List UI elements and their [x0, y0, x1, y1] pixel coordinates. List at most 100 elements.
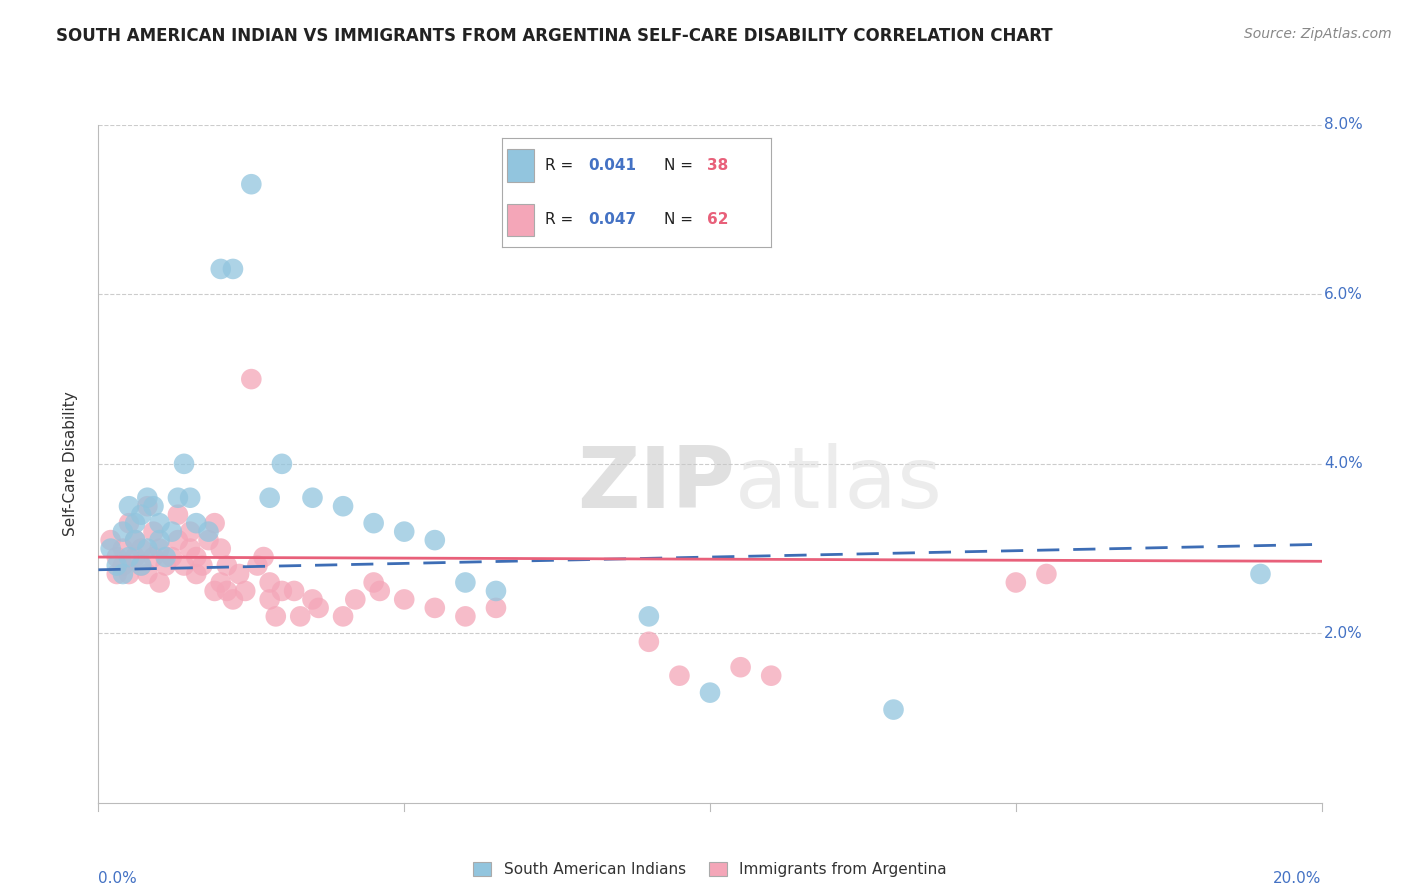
Point: [204, 583, 226, 598]
Point: [1035, 567, 1057, 582]
Point: [191, 558, 214, 573]
Text: 0.0%: 0.0%: [98, 871, 138, 886]
Point: [105, 558, 128, 573]
Point: [142, 500, 165, 514]
Point: [259, 575, 281, 590]
Text: 6.0%: 6.0%: [1324, 287, 1362, 301]
Point: [209, 262, 232, 277]
Point: [759, 669, 782, 683]
Point: [883, 703, 905, 717]
Legend: South American Indians, Immigrants from Argentina: South American Indians, Immigrants from …: [467, 856, 953, 883]
Point: [124, 533, 146, 547]
Point: [209, 575, 232, 590]
Point: [129, 541, 152, 556]
Point: [332, 609, 354, 624]
Point: [118, 516, 141, 530]
Point: [155, 549, 177, 565]
Point: [485, 601, 508, 615]
Point: [167, 508, 190, 522]
Point: [264, 609, 287, 624]
Point: [344, 592, 367, 607]
Point: [124, 516, 146, 530]
Point: [222, 592, 245, 607]
Point: [173, 457, 195, 471]
Point: [637, 609, 661, 624]
Point: [136, 541, 159, 556]
Point: [149, 575, 172, 590]
Point: [100, 533, 122, 547]
Point: [228, 567, 250, 582]
Point: [186, 549, 208, 565]
Point: [111, 541, 134, 556]
Text: ZIP: ZIP: [576, 442, 734, 525]
Text: Source: ZipAtlas.com: Source: ZipAtlas.com: [1244, 27, 1392, 41]
Point: [368, 583, 391, 598]
Point: [699, 685, 721, 699]
Point: [209, 541, 232, 556]
Text: 2.0%: 2.0%: [1324, 626, 1362, 640]
Text: 8.0%: 8.0%: [1324, 118, 1362, 132]
Point: [730, 660, 752, 674]
Point: [136, 567, 159, 582]
Point: [118, 567, 141, 582]
Point: [215, 583, 238, 598]
Point: [136, 500, 159, 514]
Point: [1004, 575, 1026, 590]
Point: [118, 500, 141, 514]
Text: SOUTH AMERICAN INDIAN VS IMMIGRANTS FROM ARGENTINA SELF-CARE DISABILITY CORRELAT: SOUTH AMERICAN INDIAN VS IMMIGRANTS FROM…: [56, 27, 1053, 45]
Point: [270, 583, 292, 598]
Point: [252, 549, 274, 565]
Text: 20.0%: 20.0%: [1274, 871, 1322, 886]
Point: [485, 583, 508, 598]
Point: [246, 558, 269, 573]
Point: [105, 567, 128, 582]
Point: [155, 558, 177, 573]
Point: [332, 500, 354, 514]
Point: [186, 567, 208, 582]
Point: [308, 601, 330, 615]
Point: [637, 635, 661, 649]
Point: [111, 524, 134, 539]
Point: [240, 177, 263, 192]
Point: [129, 558, 152, 573]
Point: [149, 533, 172, 547]
Point: [454, 609, 477, 624]
Point: [423, 601, 446, 615]
Point: [392, 524, 416, 539]
Point: [124, 533, 146, 547]
Point: [363, 575, 385, 590]
Point: [259, 592, 281, 607]
Point: [197, 533, 219, 547]
Point: [105, 549, 128, 565]
Point: [160, 549, 183, 565]
Point: [118, 549, 141, 565]
Point: [129, 508, 152, 522]
Point: [124, 549, 146, 565]
Point: [173, 558, 195, 573]
Point: [142, 549, 165, 565]
Point: [111, 558, 134, 573]
Point: [668, 669, 690, 683]
Text: atlas: atlas: [734, 442, 942, 525]
Point: [160, 524, 183, 539]
Point: [454, 575, 477, 590]
Point: [204, 516, 226, 530]
Point: [179, 524, 201, 539]
Point: [290, 609, 312, 624]
Point: [301, 592, 323, 607]
Text: 4.0%: 4.0%: [1324, 457, 1362, 471]
Point: [179, 541, 201, 556]
Point: [149, 541, 172, 556]
Point: [392, 592, 416, 607]
Point: [233, 583, 256, 598]
Point: [142, 524, 165, 539]
Point: [270, 457, 292, 471]
Point: [167, 533, 190, 547]
Point: [215, 558, 238, 573]
Point: [100, 541, 122, 556]
Point: [167, 491, 190, 505]
Point: [186, 516, 208, 530]
Point: [179, 491, 201, 505]
Point: [222, 262, 245, 277]
Point: [1249, 567, 1271, 582]
